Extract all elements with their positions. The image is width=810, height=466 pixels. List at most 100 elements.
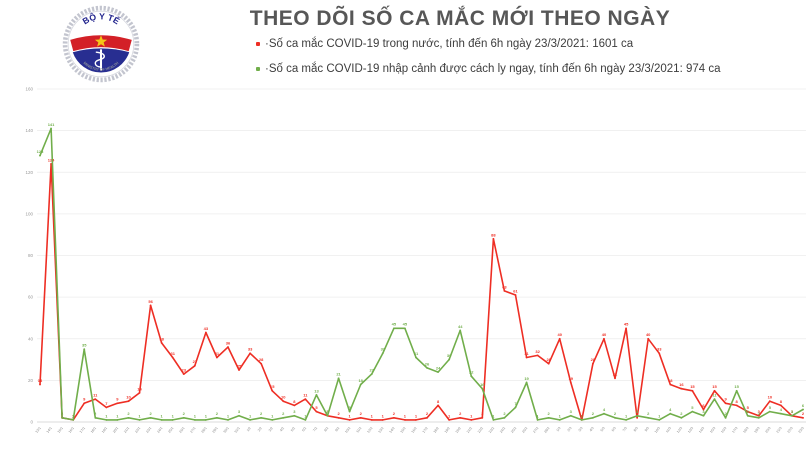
data-point-label: 2 xyxy=(282,411,285,416)
data-point-label: 2 xyxy=(503,411,506,416)
data-point-label: 9 xyxy=(116,397,119,402)
x-tick-label: 17/3 xyxy=(731,426,738,434)
data-point-label: 1 xyxy=(581,413,584,418)
x-tick-label: 9/2 xyxy=(334,426,340,432)
y-tick-label: 20 xyxy=(28,378,34,383)
data-point xyxy=(415,356,417,359)
data-point-label: 40 xyxy=(557,332,562,337)
data-point xyxy=(768,410,771,413)
data-point xyxy=(182,373,185,376)
data-point xyxy=(105,406,108,409)
data-point-label: 1 xyxy=(658,413,661,418)
legend-label-domestic: ·Số ca mắc COVID-19 trong nước, tính đến… xyxy=(265,38,634,50)
data-point-label: 1 xyxy=(304,413,307,418)
x-tick-label: 21/1 xyxy=(123,426,130,434)
data-point-label: 18 xyxy=(358,378,363,383)
data-point xyxy=(691,410,694,413)
x-tick-label: 26/2 xyxy=(521,426,528,434)
x-tick-label: 23/1 xyxy=(145,426,152,434)
data-point xyxy=(470,375,473,378)
data-point xyxy=(415,419,417,421)
data-point-label: 45 xyxy=(403,322,408,327)
data-point-label: 1 xyxy=(559,413,562,418)
x-tick-label: 13/2 xyxy=(377,426,384,434)
gridlines xyxy=(37,88,806,423)
data-point-label: 26 xyxy=(425,361,430,366)
data-point xyxy=(216,416,218,419)
x-tick-label: 3/3 xyxy=(578,426,584,432)
data-point-label: 10 xyxy=(281,395,286,400)
data-point xyxy=(746,410,749,413)
data-point-label: 31 xyxy=(215,351,220,356)
data-point-label: 1 xyxy=(271,413,274,418)
data-point-label: 1 xyxy=(536,413,539,418)
data-point xyxy=(569,381,572,384)
data-point xyxy=(680,387,683,390)
data-point-label: 1 xyxy=(371,413,374,418)
data-point-label: 15 xyxy=(712,384,717,389)
data-point xyxy=(171,356,174,359)
x-tick-label: 27/1 xyxy=(189,426,196,434)
x-tick-label: 15/1 xyxy=(57,426,64,434)
data-point-label: 4 xyxy=(669,407,672,412)
data-point xyxy=(757,416,760,419)
data-point xyxy=(204,331,207,334)
data-point-label: 16 xyxy=(480,382,485,387)
data-point xyxy=(724,402,727,405)
data-point xyxy=(271,389,274,392)
data-point-label: 2 xyxy=(127,411,130,416)
y-tick-label: 0 xyxy=(30,420,33,425)
data-point-label: 23 xyxy=(370,368,375,373)
x-tick-label: 1/3 xyxy=(555,426,561,432)
data-point xyxy=(448,358,451,361)
data-point xyxy=(50,127,52,130)
data-point xyxy=(547,362,550,365)
data-point xyxy=(348,419,351,421)
data-point-label: 3 xyxy=(293,409,296,414)
data-point xyxy=(260,416,263,419)
x-tick-label: 8/2 xyxy=(323,426,329,432)
data-point xyxy=(757,414,760,417)
x-axis-labels: 13/1 14/1 15/1 16/1 17/1 18/1 19/1 20/1 21/1 22/1… xyxy=(35,426,805,434)
data-point xyxy=(94,416,97,419)
data-point-label: 141 xyxy=(48,122,55,127)
data-point-label: 6 xyxy=(802,403,805,408)
data-point-label: 1 xyxy=(448,413,451,418)
x-tick-label: 20/1 xyxy=(112,426,119,434)
data-point-label: 1 xyxy=(227,413,230,418)
data-point-label: 45 xyxy=(392,322,397,327)
data-point xyxy=(193,419,196,421)
data-point-label: 23 xyxy=(182,368,187,373)
data-point-label: 21 xyxy=(336,372,341,377)
data-point xyxy=(735,389,738,392)
data-point-label: 1 xyxy=(72,413,75,418)
data-point xyxy=(61,416,64,419)
data-point-label: 2 xyxy=(614,411,617,416)
data-point xyxy=(536,419,539,421)
x-tick-label: 5/2 xyxy=(290,426,296,432)
data-point xyxy=(337,377,340,380)
x-tick-label: 22/3 xyxy=(787,426,794,434)
data-point-label: 7 xyxy=(514,401,517,406)
x-tick-label: 5/3 xyxy=(600,426,606,432)
x-tick-label: 10/2 xyxy=(344,426,351,434)
data-point xyxy=(569,414,572,417)
data-point-label: 1 xyxy=(172,413,175,418)
data-point-label: 5 xyxy=(769,405,772,410)
legend-marker xyxy=(256,42,260,46)
x-tick-label: 16/2 xyxy=(411,426,418,434)
logo-star-icon xyxy=(94,35,108,47)
data-point-label: 4 xyxy=(780,407,783,412)
data-point xyxy=(127,416,130,419)
data-point-label: 1 xyxy=(492,413,495,418)
x-tick-label: 22/2 xyxy=(477,426,484,434)
data-point-label: 9 xyxy=(83,397,86,402)
data-point-label: 22 xyxy=(469,370,474,375)
data-point xyxy=(171,419,174,421)
x-tick-label: 27/2 xyxy=(532,426,539,434)
data-point xyxy=(359,416,362,419)
data-point-label: 10 xyxy=(768,395,773,400)
data-point-label: 25 xyxy=(237,363,242,368)
data-point xyxy=(50,163,52,165)
x-tick-label: 25/2 xyxy=(510,426,517,434)
